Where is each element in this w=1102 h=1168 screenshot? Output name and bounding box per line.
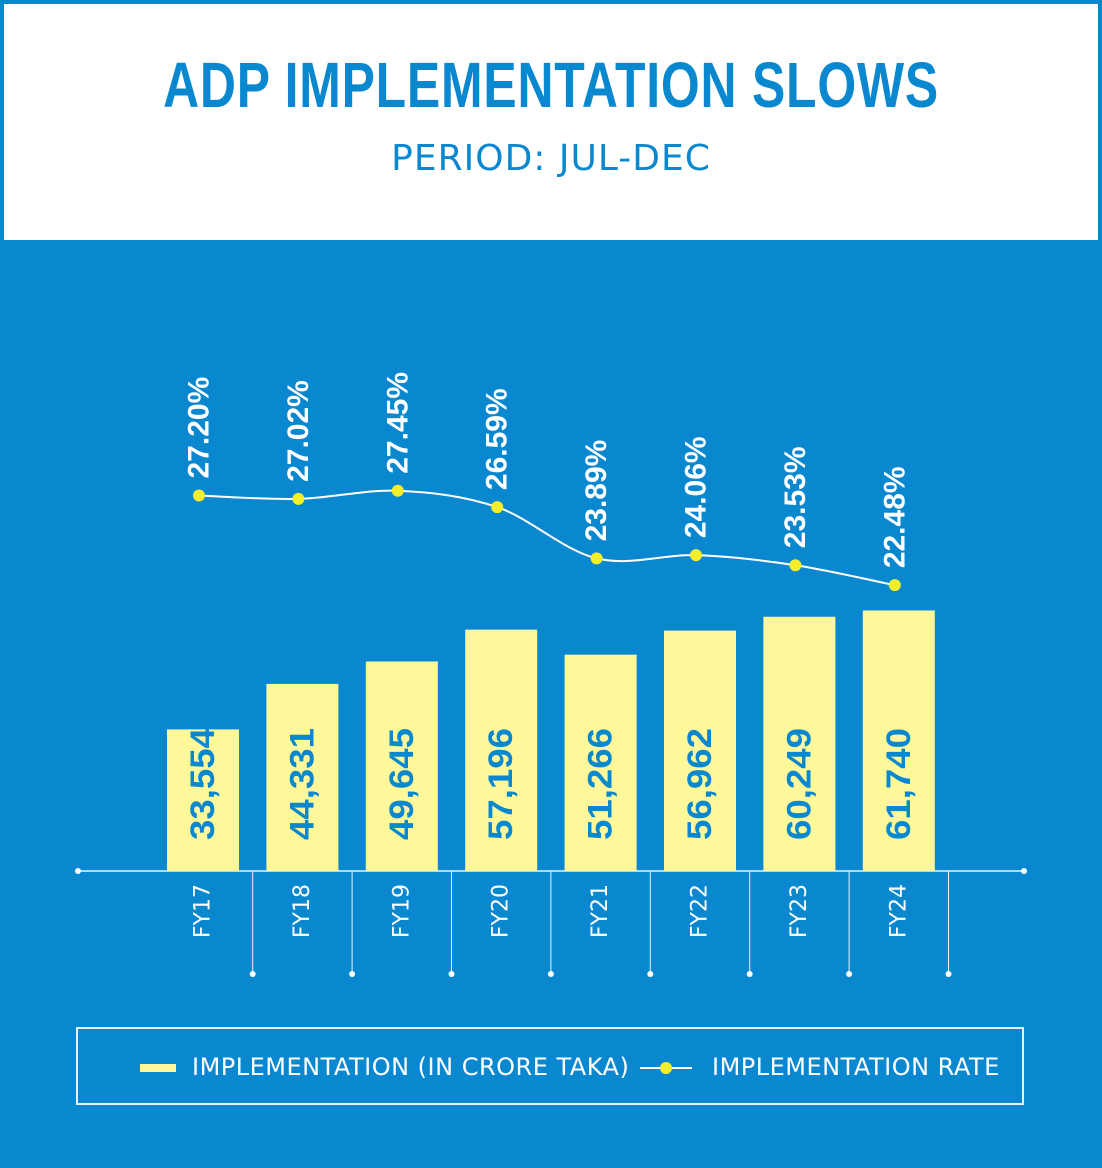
rate-value-label: 27.02%: [282, 380, 315, 482]
chart-title: ADP IMPLEMENTATION SLOWS: [163, 49, 939, 121]
bar: [266, 683, 339, 871]
chart-subtitle: PERIOD: JUL-DEC: [391, 138, 711, 179]
rate-value-label: 26.59%: [481, 388, 514, 490]
rate-value-label: 23.89%: [580, 440, 613, 542]
rate-marker: [391, 484, 404, 497]
x-tick-label: FY21: [588, 884, 613, 938]
x-tick-label: FY17: [191, 884, 216, 938]
x-axis-end-left: [75, 868, 81, 874]
bar-value-label: 57,196: [482, 728, 520, 840]
bar: [763, 616, 836, 871]
category-separator-dot: [547, 971, 554, 977]
rate-marker: [690, 549, 702, 562]
rate-marker: [789, 559, 802, 572]
rate-marker: [590, 552, 603, 565]
category-separator-dot: [746, 971, 753, 977]
rate-marker: [491, 501, 504, 514]
bar-value-label: 56,962: [681, 728, 719, 840]
bar-value-label: 49,645: [383, 728, 421, 840]
bar-value-label: 51,266: [582, 728, 620, 840]
category-separator-dot: [249, 971, 256, 977]
legend-line-icon: [640, 1062, 692, 1074]
rate-marker: [193, 489, 205, 502]
bar: [664, 630, 736, 871]
x-tick-label: FY19: [389, 884, 414, 938]
legend-bar-label: IMPLEMENTATION (IN CRORE TAKA): [192, 1053, 630, 1081]
bar-value-label: 33,554: [184, 728, 222, 840]
rate-value-label: 22.48%: [878, 466, 911, 568]
x-tick-label: FY22: [688, 884, 713, 938]
rate-marker: [292, 492, 305, 505]
category-separator-dot: [349, 971, 356, 977]
x-tick-label: FY20: [489, 884, 514, 938]
x-tick-label: FY18: [290, 884, 315, 938]
x-axis-end-right: [1021, 868, 1027, 874]
category-separator-dot: [846, 971, 853, 977]
header: ADP IMPLEMENTATION SLOWS PERIOD: JUL-DEC: [4, 4, 1098, 240]
bar: [167, 729, 239, 871]
bar: [465, 629, 538, 871]
x-tick-label: FY23: [787, 884, 812, 938]
category-separator-dot: [647, 971, 654, 977]
category-separator-dot: [945, 971, 952, 977]
rate-line: [198, 489, 895, 587]
x-tick-label: FY24: [886, 884, 911, 938]
rate-value-label: 27.45%: [381, 372, 414, 474]
legend-line-label: IMPLEMENTATION RATE: [712, 1053, 1000, 1081]
rate-value-label: 24.06%: [680, 436, 713, 538]
rate-value-label: 27.20%: [183, 377, 216, 479]
bar-value-label: 60,249: [780, 728, 818, 840]
category-separator-dot: [448, 971, 455, 977]
bar-value-label: 44,331: [283, 728, 321, 840]
legend: IMPLEMENTATION (IN CRORE TAKA) IMPLEMENT…: [76, 1027, 1024, 1105]
bar: [365, 661, 438, 871]
rate-value-label: 23.53%: [779, 446, 812, 548]
bar: [862, 610, 935, 871]
legend-bar-swatch: [140, 1064, 176, 1072]
bar-value-label: 61,740: [880, 728, 918, 840]
rate-marker: [888, 579, 901, 592]
bar: [564, 654, 637, 871]
